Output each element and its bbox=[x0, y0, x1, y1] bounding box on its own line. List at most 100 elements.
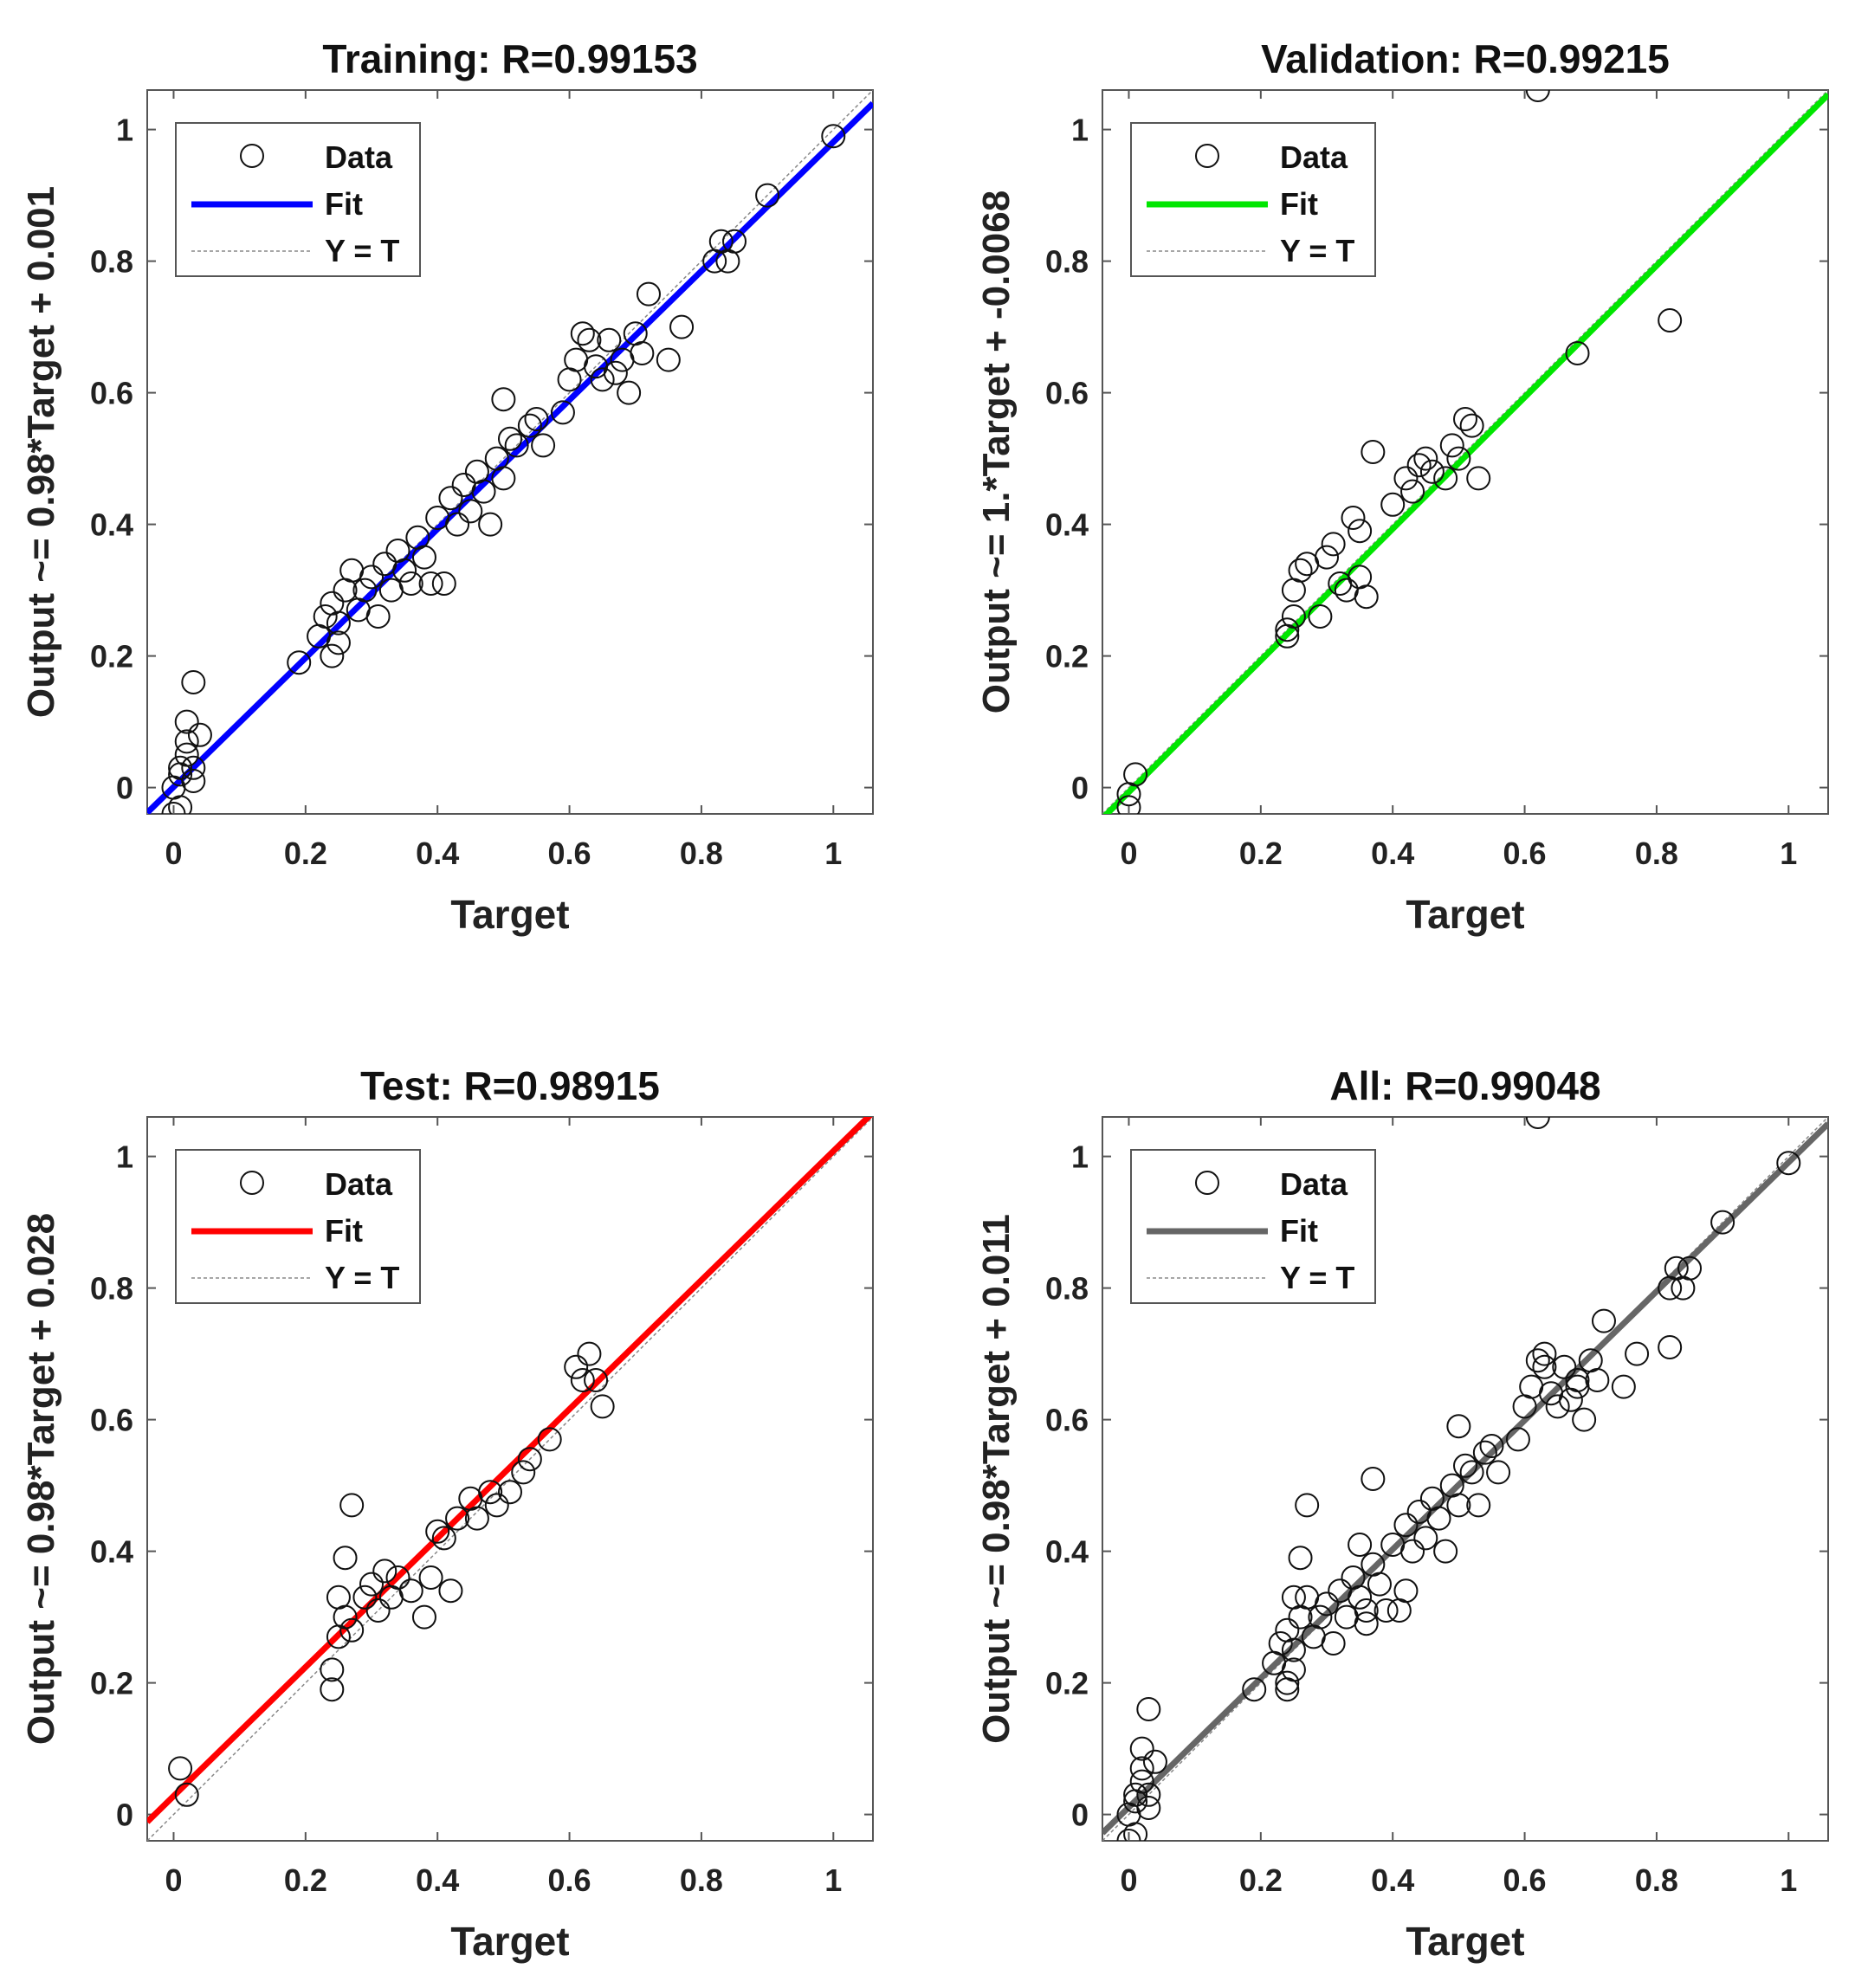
data-point bbox=[1348, 1585, 1373, 1610]
legend-data-marker bbox=[1195, 144, 1219, 168]
data-point bbox=[1393, 466, 1419, 491]
x-tick-label: 0 bbox=[1120, 1862, 1137, 1898]
data-point bbox=[1453, 407, 1477, 431]
plot-title: All: R=0.99048 bbox=[1329, 1063, 1600, 1108]
data-point bbox=[1466, 1493, 1491, 1518]
data-point bbox=[1677, 1255, 1703, 1281]
data-point bbox=[1341, 506, 1366, 530]
data-point bbox=[1308, 1604, 1333, 1630]
data-point bbox=[313, 604, 338, 629]
x-tick-label: 0.6 bbox=[548, 1862, 591, 1898]
data-point bbox=[1321, 1631, 1346, 1656]
data-point bbox=[359, 1572, 385, 1597]
data-point bbox=[1142, 1749, 1167, 1774]
data-point bbox=[498, 1480, 522, 1505]
data-point bbox=[504, 433, 529, 458]
data-point bbox=[464, 1506, 489, 1531]
x-axis-label: Target bbox=[450, 1919, 569, 1964]
legend-label: Data bbox=[1280, 1166, 1348, 1202]
plot-title: Training: R=0.99153 bbox=[322, 36, 697, 81]
data-point bbox=[1565, 341, 1590, 365]
data-point bbox=[755, 183, 780, 208]
data-point bbox=[1123, 1782, 1148, 1807]
y-axis-label: Output ~= 0.98*Target + 0.001 bbox=[20, 186, 62, 718]
data-point bbox=[392, 558, 417, 583]
data-point bbox=[1281, 1637, 1306, 1662]
data-point bbox=[1393, 1578, 1419, 1604]
axes-frame bbox=[1102, 1116, 1829, 1842]
data-point bbox=[333, 1546, 358, 1571]
data-point bbox=[1466, 466, 1491, 491]
legend-label: Data bbox=[325, 139, 393, 175]
plot-area bbox=[1102, 1117, 1828, 1841]
data-point bbox=[1426, 1506, 1451, 1531]
subplot-4: All: R=0.99048 0 0.2 0.4 0.6 0.8 1 0 0.2 0.4 0.6 0.… bbox=[975, 1063, 1829, 1964]
data-point bbox=[821, 124, 846, 149]
data-point bbox=[1242, 1677, 1267, 1702]
data-point bbox=[1545, 1394, 1570, 1419]
data-point bbox=[1413, 446, 1438, 471]
data-point bbox=[1281, 1585, 1306, 1610]
x-tick-label: 1 bbox=[824, 1862, 842, 1898]
data-point bbox=[1136, 1782, 1161, 1807]
x-tick-label: 0.8 bbox=[1635, 836, 1678, 871]
data-point bbox=[1136, 1697, 1161, 1721]
data-point bbox=[326, 610, 351, 636]
x-tick-label: 0 bbox=[165, 836, 182, 871]
y-tick-label: 0.8 bbox=[90, 1271, 133, 1307]
y-tick-label: 0.6 bbox=[90, 376, 133, 411]
y-tick-label: 0.4 bbox=[90, 1534, 133, 1570]
data-point bbox=[1658, 308, 1683, 332]
data-point bbox=[365, 1598, 391, 1623]
y-tick-label: 0.8 bbox=[1045, 244, 1089, 280]
data-point bbox=[1525, 90, 1550, 102]
data-point bbox=[1459, 1460, 1484, 1485]
data-point bbox=[1354, 1611, 1379, 1636]
x-tick-label: 0.6 bbox=[1503, 836, 1547, 871]
data-point bbox=[1116, 1829, 1141, 1841]
data-point bbox=[1268, 1631, 1293, 1656]
data-point bbox=[478, 1480, 503, 1505]
legend-label: Fit bbox=[1280, 186, 1318, 222]
data-point bbox=[359, 565, 385, 590]
legend-label: Y = T bbox=[1280, 1260, 1354, 1295]
x-tick-label: 0.4 bbox=[416, 836, 459, 871]
subplot-1: Training: R=0.99153 0 0.2 0.4 0.6 0.8 1 0 0.2 0.4… bbox=[20, 36, 874, 937]
legend: Data Fit Y = T bbox=[1130, 1149, 1376, 1304]
y-tick-label: 0 bbox=[116, 771, 133, 806]
data-point bbox=[590, 1394, 615, 1419]
y-tick-label: 0.2 bbox=[90, 639, 133, 674]
data-point bbox=[161, 802, 186, 814]
data-point bbox=[1446, 1493, 1471, 1518]
x-tick-label: 1 bbox=[1780, 1862, 1797, 1898]
plot-title: Validation: R=0.99215 bbox=[1261, 36, 1670, 81]
data-point bbox=[1658, 1335, 1683, 1359]
data-point bbox=[1406, 453, 1432, 478]
data-point bbox=[1419, 459, 1445, 484]
legend-data-marker bbox=[240, 144, 264, 168]
data-point bbox=[1525, 1348, 1550, 1373]
legend: Data Fit Y = T bbox=[1130, 122, 1376, 277]
data-point bbox=[1361, 1467, 1386, 1491]
data-point bbox=[1308, 604, 1333, 629]
data-points bbox=[161, 124, 846, 814]
legend-label: Y = T bbox=[1280, 233, 1354, 268]
data-point bbox=[1367, 1572, 1392, 1597]
fit-line bbox=[147, 1117, 873, 1824]
y-tick-label: 1 bbox=[116, 1139, 133, 1175]
x-tick-label: 1 bbox=[824, 836, 842, 871]
data-point bbox=[333, 1604, 358, 1630]
data-point bbox=[722, 229, 747, 254]
subplot-3: Test: R=0.98915 0 0.2 0.4 0.6 0.8 1 0 0.2 0.4 0.6 0… bbox=[20, 1063, 874, 1964]
legend-label: Fit bbox=[1280, 1213, 1318, 1249]
plot-title: Test: R=0.98915 bbox=[360, 1063, 660, 1108]
legend-label: Data bbox=[1280, 139, 1348, 175]
data-point bbox=[287, 650, 312, 675]
data-point bbox=[1136, 1796, 1161, 1820]
plot-area bbox=[1102, 90, 1828, 814]
data-point bbox=[1611, 1374, 1636, 1399]
plot-area bbox=[147, 1117, 873, 1841]
data-point bbox=[1275, 1677, 1300, 1702]
y-tick-label: 0.4 bbox=[90, 507, 133, 543]
